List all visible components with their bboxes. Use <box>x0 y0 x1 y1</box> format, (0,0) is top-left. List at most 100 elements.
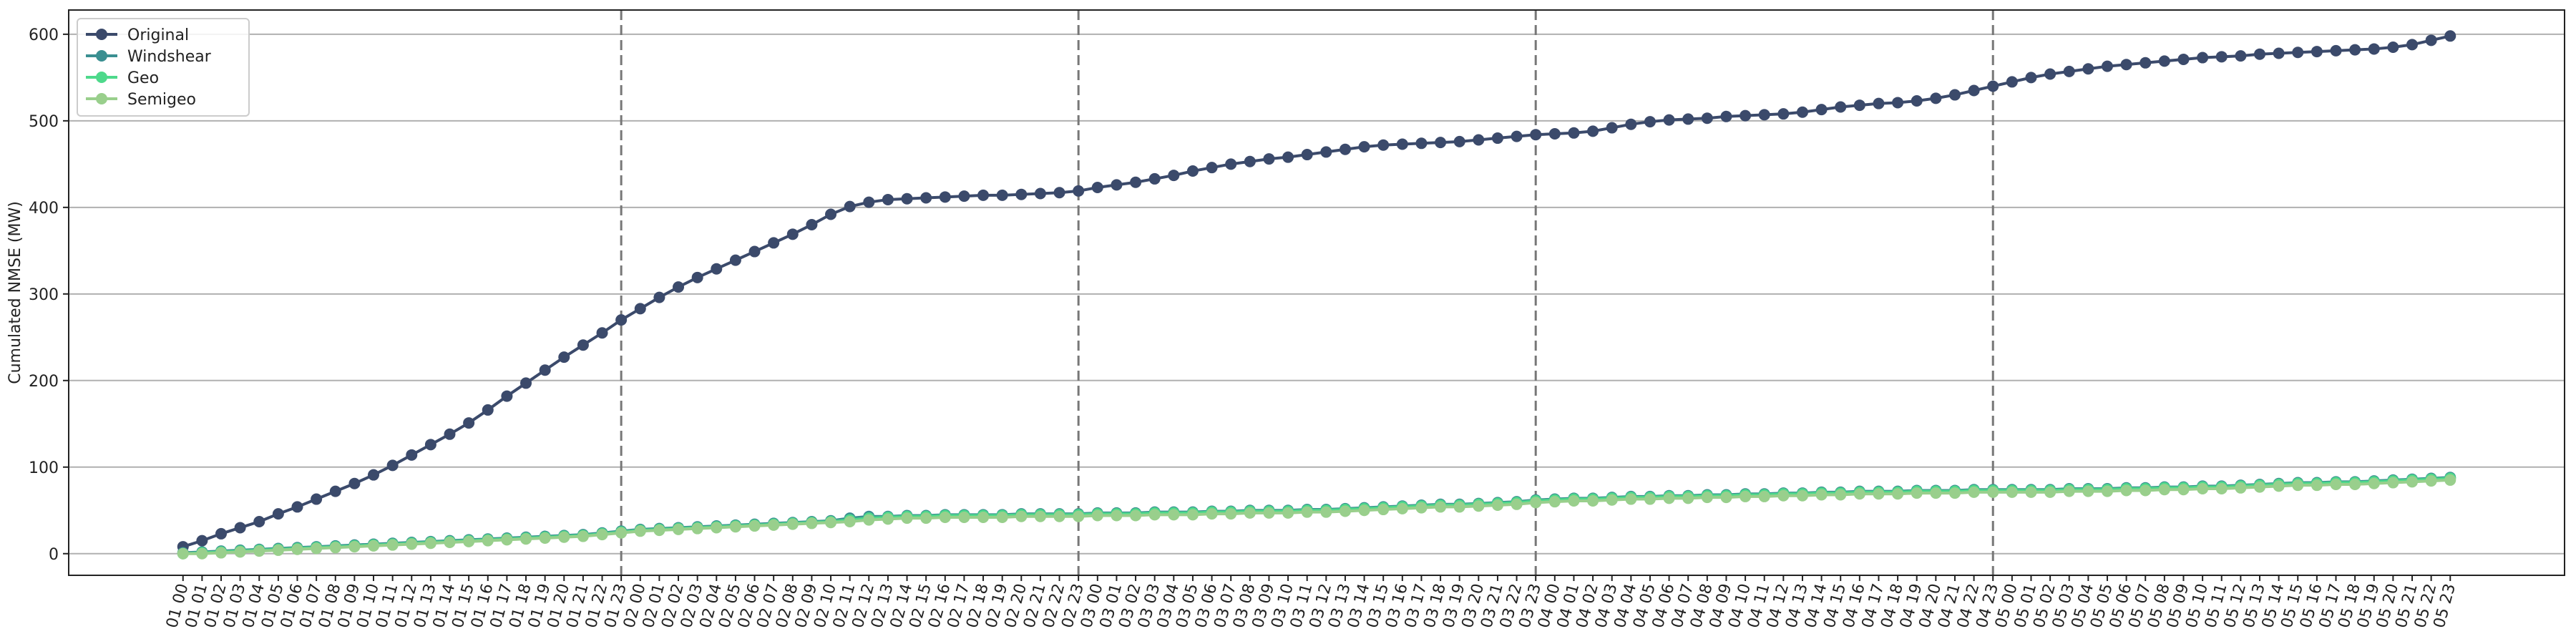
data-point <box>2215 483 2228 495</box>
data-point <box>596 327 608 339</box>
data-point <box>1873 97 1885 109</box>
data-point <box>1453 135 1465 147</box>
data-point <box>1091 182 1103 194</box>
data-point <box>501 390 513 402</box>
data-point <box>1930 487 1942 499</box>
data-point <box>2330 478 2342 490</box>
data-point <box>482 404 494 416</box>
data-point <box>825 517 837 529</box>
data-point <box>1320 146 1332 158</box>
data-point <box>1511 130 1523 142</box>
data-point <box>1663 492 1675 504</box>
data-point <box>2406 39 2418 51</box>
data-point <box>1473 134 1485 146</box>
legend-label: Semigeo <box>127 91 196 109</box>
data-point <box>1568 494 1580 507</box>
data-point <box>1130 509 1142 522</box>
data-point <box>406 538 418 550</box>
y-tick-label: 500 <box>29 113 59 131</box>
legend-marker <box>96 72 107 83</box>
data-point <box>2177 484 2190 496</box>
data-point <box>768 519 780 531</box>
data-point <box>2273 47 2285 59</box>
data-point <box>1435 137 1447 149</box>
data-point <box>1701 492 1713 504</box>
data-point <box>1034 510 1046 522</box>
data-point <box>1148 172 1161 185</box>
data-point <box>1358 504 1370 517</box>
data-point <box>1206 162 1218 174</box>
data-point <box>729 521 741 533</box>
data-point <box>2158 484 2170 496</box>
data-point <box>1148 509 1161 521</box>
data-point <box>1015 510 1028 522</box>
data-point <box>1987 80 1999 92</box>
data-point <box>1034 187 1046 200</box>
data-point <box>673 523 685 535</box>
data-point <box>2063 65 2075 77</box>
data-point <box>1415 502 1428 514</box>
data-point <box>2425 475 2437 487</box>
data-point <box>2063 485 2075 497</box>
data-point <box>768 237 780 249</box>
plot-frame <box>68 9 2565 576</box>
data-point <box>1777 108 1790 120</box>
data-point <box>1301 149 1313 161</box>
data-point <box>958 190 970 203</box>
data-point <box>1282 151 1294 163</box>
data-point <box>939 511 951 523</box>
data-point <box>1930 92 1942 104</box>
data-point <box>577 530 589 542</box>
data-point <box>1968 486 1980 498</box>
data-point <box>2444 474 2457 486</box>
data-point <box>1168 509 1180 521</box>
data-point <box>1548 496 1561 508</box>
legend-label: Windshear <box>127 48 212 66</box>
data-point <box>1987 486 1999 498</box>
data-point <box>1873 488 1885 500</box>
data-point <box>406 449 418 461</box>
data-point <box>1073 185 1085 197</box>
data-point <box>2006 486 2018 498</box>
data-point <box>977 189 990 201</box>
data-point <box>1892 488 1904 500</box>
data-point <box>196 547 208 560</box>
data-point <box>901 512 913 525</box>
data-point <box>2120 59 2132 71</box>
data-point <box>691 271 703 283</box>
data-point <box>1968 84 1980 97</box>
data-point <box>2025 486 2037 498</box>
data-point <box>2311 479 2323 492</box>
data-point <box>1644 116 1656 128</box>
data-point <box>1244 155 1256 167</box>
data-point <box>1682 113 1694 125</box>
legend-box <box>77 18 250 117</box>
y-tick-label: 400 <box>29 200 59 218</box>
data-point <box>939 191 951 203</box>
data-point <box>748 520 761 532</box>
data-point <box>863 514 875 526</box>
data-point <box>1244 507 1256 519</box>
data-point <box>329 485 341 497</box>
data-point <box>1186 509 1199 521</box>
y-tick-label: 200 <box>29 373 59 391</box>
data-point <box>1396 138 1408 150</box>
data-point <box>653 291 665 303</box>
data-point <box>920 192 932 204</box>
data-point <box>786 518 799 530</box>
data-point <box>1682 492 1694 504</box>
data-point <box>1377 139 1390 151</box>
data-point <box>1777 489 1790 502</box>
data-point <box>272 508 284 520</box>
data-point <box>424 439 436 451</box>
data-point <box>2120 484 2132 497</box>
data-point <box>368 469 380 481</box>
data-point <box>234 522 246 534</box>
data-point <box>2253 481 2265 493</box>
data-point <box>1853 99 1865 112</box>
data-point <box>1435 501 1447 513</box>
data-point <box>1663 114 1675 126</box>
data-point <box>1815 489 1828 501</box>
data-point <box>729 254 741 266</box>
data-point <box>501 534 513 546</box>
